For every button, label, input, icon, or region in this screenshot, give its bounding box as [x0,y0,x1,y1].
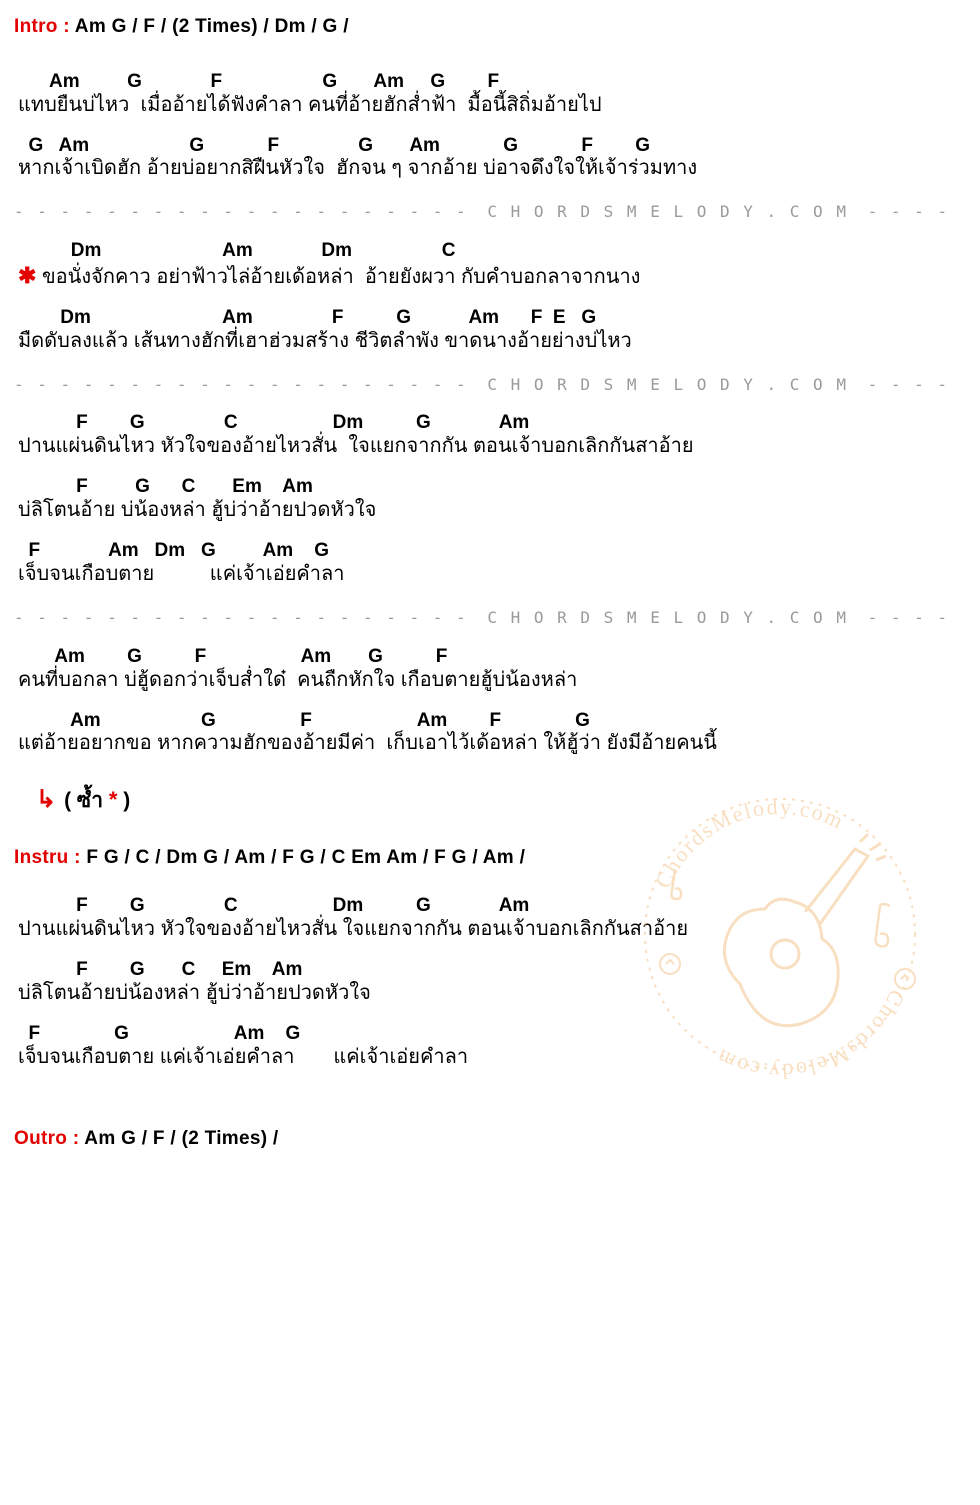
instru-line: Instru : F G / C / Dm G / Am / F G / C E… [14,845,962,871]
chord-row: F G C Em Am [14,960,962,981]
divider: - - - - - - - - - - - - - - - - - - - - … [14,607,962,629]
chord-row: F G Am G [14,1024,962,1045]
outro-tail: / [267,1128,278,1149]
repeat-arrow-icon: ↳ [36,786,64,813]
outro-seq: Am G / F / [79,1128,181,1149]
chord-row: Dm Am F G Am F E G [14,308,962,329]
divider-dashes-right: - - - - - - - - - - - - - - - - - - - - [868,608,962,627]
lyric-row: เจ็บจนเกือบตาย แค่เจ้าเอ่ยคำลา [14,562,962,587]
divider-dashes-right: - - - - - - - - - - - - - - - - - - - - [868,375,962,394]
lyric-row: ปานแผ่นดินไหว หัวใจของอ้ายไหวสั่น ใจแยกจ… [14,917,962,942]
repeat-tail: ) [117,789,130,812]
chord-row: F G C Dm G Am [14,413,962,434]
verse2-line-0: Dm Am Dm C ✱ ขอนั่งจักคาว อย่าฟ้าวไล่อ้า… [14,241,962,290]
chord-row: Am G F G Am G F [14,72,962,93]
verse1-line-1: G Am G F G Am G F G หากเจ้าเบิดฮัก อ้ายบ… [14,136,962,182]
verse3-line-0: Am G F Am G F คนที่บอกลา บ่ฮู้ดอกว่าเจ็บ… [14,647,962,693]
divider-brand: C H O R D S M E L O D Y . C O M [479,202,856,221]
lyric-row: บ่ลิโตนอ้ายบ่น้องหล่า ฮู้บ่ว่าอ้ายปวดหัว… [14,981,962,1006]
repeat-text: ( ซ้ำ [64,789,109,812]
chord-row: Am G F Am G F [14,647,962,668]
divider-dashes-left: - - - - - - - - - - - - - - - - - - - - [14,375,468,394]
lyric-row: ✱ ขอนั่งจักคาว อย่าฟ้าวไล่อ้ายเด้อหล่า อ… [14,262,962,290]
lyric-row: คนที่บอกลา บ่ฮู้ดอกว่าเจ็บส่ำใด๋ คนถืกหั… [14,668,962,693]
divider: - - - - - - - - - - - - - - - - - - - - … [14,374,962,396]
verse1-line-0: Am G F G Am G F แทบยืนบ่ไหว เมื่ออ้ายได้… [14,72,962,118]
divider-brand: C H O R D S M E L O D Y . C O M [479,375,856,394]
chorus2-line-2: F G Am G เจ็บจนเกือบตาย แค่เจ้าเอ่ยคำลา … [14,1024,962,1070]
chorus1-line-0: F G C Dm G Am ปานแผ่นดินไหว หัวใจของอ้าย… [14,413,962,459]
chord-row: F G C Dm G Am [14,896,962,917]
outro-keyword: Outro : [14,1128,79,1149]
intro-line: Intro : Am G / F / (2 Times) / Dm / G / [14,14,962,40]
chorus2-line-0: F G C Dm G Am ปานแผ่นดินไหว หัวใจของอ้าย… [14,896,962,942]
divider-dashes-right: - - - - - - - - - - - - - - - - - - - - [868,202,962,221]
verse3-line-1: Am G F Am F G แต่อ้ายอยากขอ หากความฮักขอ… [14,711,962,757]
outro-line: Outro : Am G / F / (2 Times) / [14,1126,962,1152]
verse2-line-1: Dm Am F G Am F E G มืดดับลงแล้ว เส้นทางฮ… [14,308,962,354]
instru-seq: F G / C / Dm G / Am / F G / C Em Am / F … [81,847,525,868]
chord-row: Dm Am Dm C [14,241,962,262]
lyric-row: แต่อ้ายอยากขอ หากความฮักของอ้ายมีค่า เก็… [14,731,962,756]
outro-note: (2 Times) [182,1128,268,1149]
intro-tail: / Dm / G / [258,16,349,37]
chord-row: G Am G F G Am G F G [14,136,962,157]
lyric-row: แทบยืนบ่ไหว เมื่ออ้ายได้ฟังคำลา คนที่อ้า… [14,93,962,118]
divider: - - - - - - - - - - - - - - - - - - - - … [14,201,962,223]
lyric-row: บ่ลิโตนอ้าย บ่น้องหล่า ฮู้บ่ว่าอ้ายปวดหั… [14,498,962,523]
intro-note: (2 Times) [172,16,258,37]
lyric-row: เจ็บจนเกือบตาย แค่เจ้าเอ่ยคำลา แค่เจ้าเอ… [14,1045,962,1070]
lyric-row: หากเจ้าเบิดฮัก อ้ายบ่อยากสิฝืนหัวใจ ฮักจ… [14,156,962,181]
chord-row: F G C Em Am [14,477,962,498]
intro-keyword: Intro : [14,16,70,37]
star-marker: ✱ [18,263,36,288]
instru-keyword: Instru : [14,847,81,868]
divider-brand: C H O R D S M E L O D Y . C O M [479,608,856,627]
chorus2-line-1: F G C Em Am บ่ลิโตนอ้ายบ่น้องหล่า ฮู้บ่ว… [14,960,962,1006]
chorus1-line-1: F G C Em Am บ่ลิโตนอ้าย บ่น้องหล่า ฮู้บ่… [14,477,962,523]
chord-row: F Am Dm G Am G [14,541,962,562]
lyric-row: มืดดับลงแล้ว เส้นทางฮักที่เฮาฮ่วมสร้าง ช… [14,329,962,354]
intro-seq: Am G / F / [70,16,172,37]
divider-dashes-left: - - - - - - - - - - - - - - - - - - - - [14,202,468,221]
lyric-row: ปานแผ่นดินไหว หัวใจของอ้ายไหวสั่น ใจแยกจ… [14,434,962,459]
divider-dashes-left: - - - - - - - - - - - - - - - - - - - - [14,608,468,627]
chord-row: Am G F Am F G [14,711,962,732]
chorus1-line-2: F Am Dm G Am G เจ็บจนเกือบตาย แค่เจ้าเอ่… [14,541,962,587]
repeat-line: ↳( ซ้ำ * ) [36,784,962,816]
lyric-text: ขอนั่งจักคาว อย่าฟ้าวไล่อ้ายเด้อหล่า อ้า… [36,266,640,288]
